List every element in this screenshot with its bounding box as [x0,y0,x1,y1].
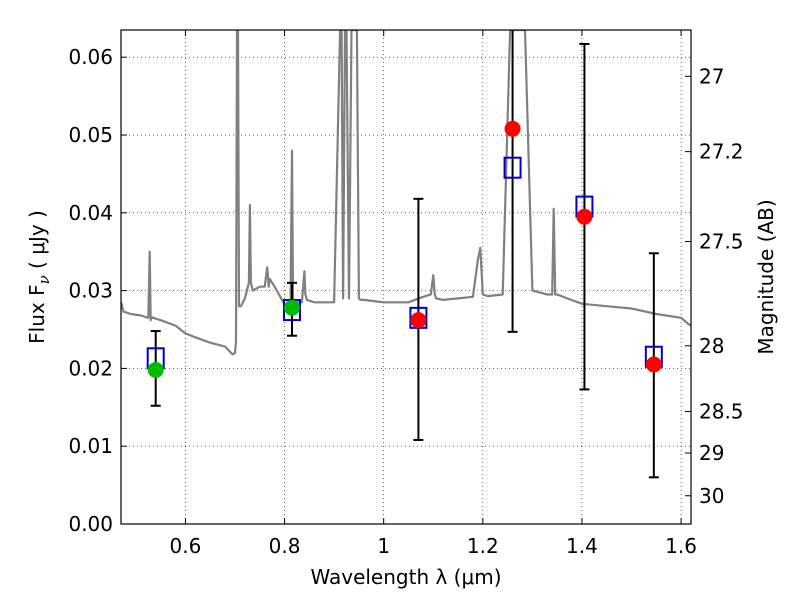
x-tick-label: 1.2 [467,534,499,558]
model-flux-square [503,156,522,179]
y2-tick-label: 27 [699,64,724,88]
y2-tick-label: 30 [699,484,724,508]
detection-point [284,299,300,316]
y-axis-label-main: Flux F [25,284,49,343]
y-tick-label: 0.01 [68,434,113,458]
y-tick-label: 0.05 [68,123,113,147]
model-spectrum-line [121,30,691,356]
y-axis-label-unit: ( μJy ) [25,210,49,275]
y2-tick-label: 28 [699,334,724,358]
plot-area [121,30,691,479]
y2-tick-label: 29 [699,441,724,465]
x-tick-label: 1.6 [665,534,697,558]
y-axis-label-group: Flux Fν ( μJy ) [25,210,53,344]
y-tick-label: 0.00 [68,512,113,536]
grid [121,30,691,525]
y-tick-label: 0.04 [68,201,113,225]
x-tick-label: 1.4 [566,534,598,558]
axes-frame [120,29,692,525]
y2-tick-label: 27.2 [699,140,744,164]
detection-point [147,361,164,378]
upper-limit-point [410,312,427,329]
y-axis-label: Flux Fν ( μJy ) [25,210,53,344]
x-tick-label: 1 [377,534,390,558]
y2-tick-label: 27.5 [699,230,744,254]
y-tick-label: 0.06 [68,45,113,69]
ticks: 0.6 0.8 1 1.2 1.4 1.6 0.00 0.01 0.02 0.03 0.04 0.05… [68,30,744,558]
upper-limit-point [504,120,521,137]
upper-limit-point [645,356,662,373]
y2-tick-label: 28.5 [699,400,744,424]
y-tick-label: 0.03 [68,279,113,303]
x-tick-label: 0.6 [170,534,202,558]
y-tick-label: 0.02 [68,356,113,380]
x-tick-label: 0.8 [269,534,301,558]
y-axis-label-subscript: ν [35,275,53,284]
x-axis-label: Wavelength λ (μm) [310,565,501,589]
y2-axis-label: Magnitude (AB) [754,199,778,354]
y2-axis-label-group: Magnitude (AB) [754,199,778,354]
upper-limit-point [576,208,593,225]
